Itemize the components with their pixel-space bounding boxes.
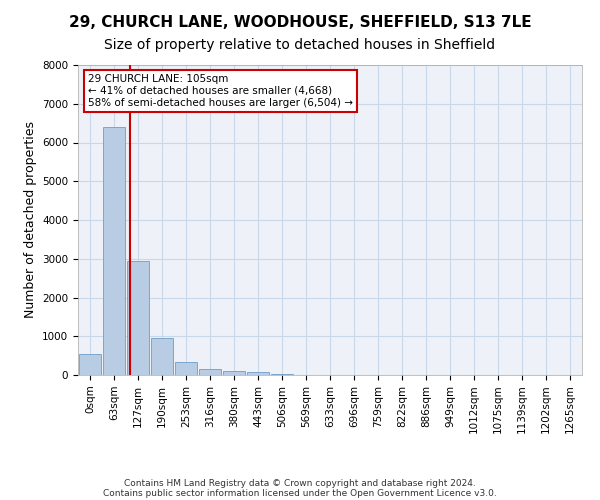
Bar bbox=[151, 338, 173, 375]
Bar bbox=[199, 369, 221, 375]
Text: Size of property relative to detached houses in Sheffield: Size of property relative to detached ho… bbox=[104, 38, 496, 52]
Bar bbox=[271, 374, 293, 375]
Text: Contains public sector information licensed under the Open Government Licence v3: Contains public sector information licen… bbox=[103, 488, 497, 498]
Text: Contains HM Land Registry data © Crown copyright and database right 2024.: Contains HM Land Registry data © Crown c… bbox=[124, 478, 476, 488]
Bar bbox=[127, 260, 149, 375]
Bar bbox=[247, 372, 269, 375]
Y-axis label: Number of detached properties: Number of detached properties bbox=[23, 122, 37, 318]
Bar bbox=[79, 354, 101, 375]
Bar bbox=[223, 371, 245, 375]
Bar bbox=[175, 362, 197, 375]
Bar bbox=[103, 127, 125, 375]
Text: 29 CHURCH LANE: 105sqm
← 41% of detached houses are smaller (4,668)
58% of semi-: 29 CHURCH LANE: 105sqm ← 41% of detached… bbox=[88, 74, 353, 108]
Text: 29, CHURCH LANE, WOODHOUSE, SHEFFIELD, S13 7LE: 29, CHURCH LANE, WOODHOUSE, SHEFFIELD, S… bbox=[68, 15, 532, 30]
